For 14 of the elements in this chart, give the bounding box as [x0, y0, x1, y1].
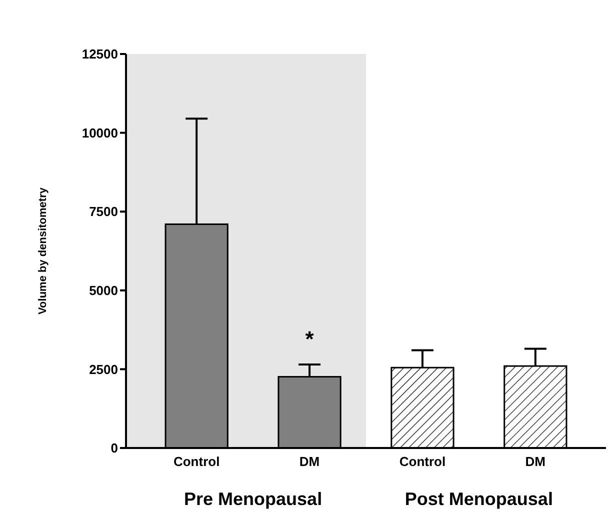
y-tick-label: 12500 [82, 46, 118, 62]
y-tick-label: 10000 [82, 125, 118, 140]
y-tick-label: 2500 [89, 362, 118, 377]
y-axis-title: Volume by densitometry [37, 186, 49, 314]
text: Pre Menopausal [184, 489, 322, 509]
annotation: * [305, 326, 314, 352]
y-tick-label: 5000 [89, 282, 118, 298]
x-tick-label: DM [525, 454, 546, 469]
text: Post Menopausal [404, 489, 553, 509]
x-tick-label: Control [399, 454, 446, 469]
x-tick-label: Control [173, 454, 220, 469]
y-tick-label: 0 [110, 440, 118, 456]
x-tick-label: DM [299, 454, 320, 469]
y-tick-label: 7500 [89, 204, 118, 220]
